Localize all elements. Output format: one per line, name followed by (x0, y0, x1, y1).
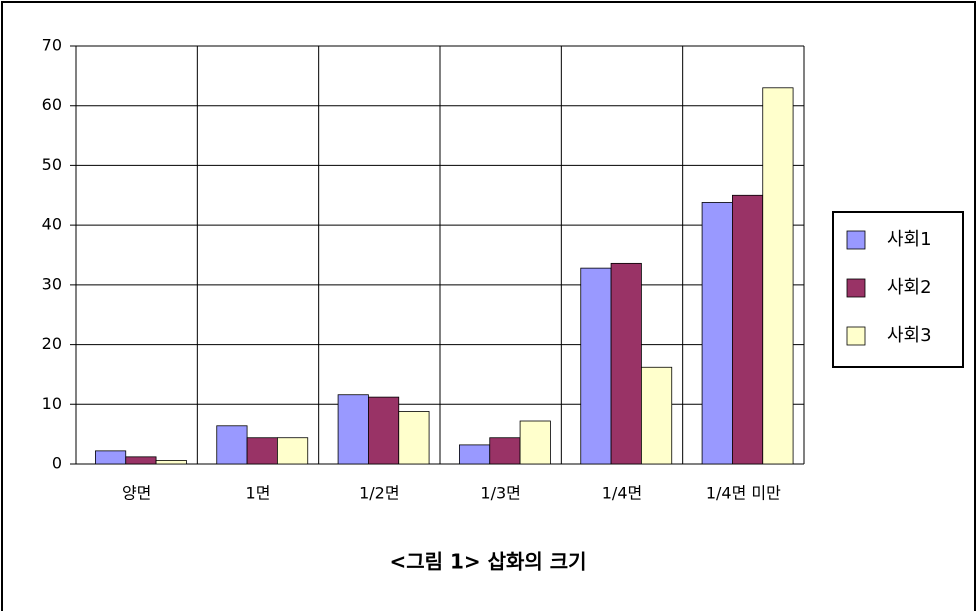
bar (155, 460, 187, 465)
y-tick-label: 40 (42, 215, 62, 234)
bar (277, 437, 309, 465)
y-tick-label: 30 (42, 274, 62, 293)
y-tick-label: 70 (42, 36, 62, 55)
bar (368, 396, 400, 465)
x-tick-label: 1/4면 (602, 484, 642, 503)
bar (762, 87, 794, 465)
bar (641, 366, 673, 465)
bar (580, 267, 612, 465)
bar (216, 425, 248, 465)
x-tick-label: 1/4면 미만 (706, 484, 781, 503)
bar (95, 450, 127, 465)
chart-caption: <그림 1> 삽화의 크기 (389, 550, 586, 574)
x-tick-label: 1/2면 (359, 484, 399, 503)
x-tick-label: 1/3면 (480, 484, 520, 503)
bar (337, 394, 369, 465)
bar (459, 444, 491, 465)
y-tick-label: 10 (42, 394, 62, 413)
y-tick-label: 50 (42, 155, 62, 174)
legend-label: 사회2 (887, 277, 932, 298)
legend-swatch (846, 230, 866, 250)
y-tick-label: 60 (42, 95, 62, 114)
legend-swatch (846, 278, 866, 298)
bar (246, 437, 278, 465)
x-tick-label: 양면 (122, 484, 151, 503)
bar (489, 437, 521, 465)
bar (125, 456, 157, 465)
bar (732, 194, 764, 465)
legend-label: 사회1 (887, 229, 932, 250)
bar (701, 202, 733, 465)
bar (398, 411, 430, 465)
bar (519, 420, 551, 465)
y-tick-label: 20 (42, 334, 62, 353)
y-tick-label: 0 (52, 454, 62, 473)
legend-swatch (846, 326, 866, 346)
legend-label: 사회3 (887, 325, 932, 346)
x-tick-label: 1면 (246, 484, 271, 503)
bar (610, 262, 642, 465)
